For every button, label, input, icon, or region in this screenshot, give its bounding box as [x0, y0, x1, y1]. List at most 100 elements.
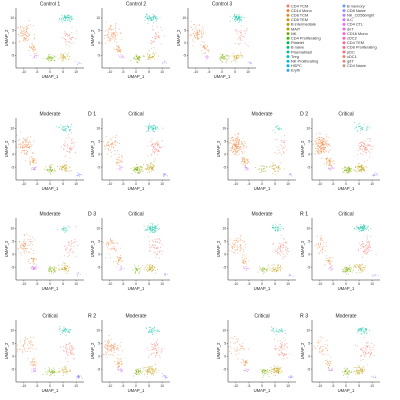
y-tick-label: 0 [98, 152, 100, 156]
umap-point [156, 141, 158, 144]
umap-point [62, 53, 64, 55]
umap-point [35, 264, 37, 266]
umap-point [76, 172, 78, 174]
umap-point [276, 328, 278, 330]
umap-point [68, 351, 70, 354]
umap-point [321, 144, 323, 146]
umap-point [20, 35, 22, 37]
umap-point [119, 267, 121, 269]
umap-point [155, 332, 157, 334]
umap-point [111, 145, 113, 147]
umap-point [274, 165, 276, 167]
umap-point [316, 152, 318, 154]
umap-point [234, 15, 236, 17]
x-tick-label: 10 [370, 282, 374, 286]
umap-point [151, 170, 153, 172]
umap-point [155, 52, 157, 54]
umap-point [71, 31, 73, 34]
umap-point [316, 243, 318, 245]
umap-point [355, 228, 357, 230]
umap-point [323, 148, 325, 150]
umap-point [358, 370, 360, 372]
umap-point [153, 231, 155, 233]
umap-point [271, 267, 274, 269]
umap-point [32, 343, 34, 345]
x-tick-label: 5 [234, 70, 236, 74]
umap-point [45, 166, 47, 168]
umap-point [74, 242, 76, 244]
umap-point [323, 163, 325, 165]
umap-point [64, 331, 66, 333]
y-axis-label: UMAP_2 [4, 342, 9, 359]
umap-point [113, 348, 115, 350]
umap-point [283, 353, 285, 355]
umap-point [143, 164, 145, 166]
umap-point [163, 374, 165, 376]
umap-point [22, 147, 24, 149]
umap-point [26, 233, 28, 235]
umap-point [72, 141, 74, 144]
umap-point [80, 62, 82, 64]
legend-swatch [286, 18, 290, 22]
umap-point [364, 251, 366, 253]
umap-point [61, 268, 63, 270]
legend-item: B intermediate [286, 22, 316, 27]
umap-point [25, 248, 27, 250]
umap-point [20, 145, 22, 147]
umap-point [360, 142, 362, 144]
umap-point [158, 37, 160, 39]
umap-point [49, 56, 51, 58]
umap-point [23, 347, 26, 349]
umap-point [147, 55, 149, 57]
umap-point [326, 136, 328, 138]
umap-point [31, 267, 33, 269]
umap-point [234, 60, 236, 62]
umap-point [316, 137, 318, 139]
umap-point [363, 332, 366, 334]
umap-point [66, 349, 68, 351]
umap-point [148, 331, 150, 333]
umap-point [25, 138, 27, 140]
umap-point [360, 148, 362, 150]
umap-point [113, 343, 115, 345]
umap-point [106, 135, 108, 137]
umap-point [112, 136, 114, 138]
umap-point [221, 61, 223, 63]
legend-label: NK [291, 31, 297, 36]
umap-point [117, 49, 119, 52]
umap-point [112, 346, 114, 348]
umap-point [24, 241, 27, 243]
umap-point [366, 129, 368, 132]
umap-point [47, 369, 49, 371]
y-axis-label: UMAP_2 [300, 342, 305, 359]
umap-point [115, 161, 117, 164]
x-tick-label: 5 [148, 182, 150, 186]
umap-point [360, 169, 362, 171]
legend-label: CD14 Mono [291, 8, 312, 13]
umap-point [360, 230, 362, 232]
umap-point [347, 370, 349, 372]
umap-point [67, 245, 69, 247]
umap-point [147, 266, 149, 268]
umap-point [58, 371, 60, 373]
legend-swatch [342, 13, 346, 17]
umap-point [27, 146, 29, 148]
umap-point [278, 224, 280, 226]
umap-point [324, 141, 327, 143]
umap-point [68, 252, 70, 254]
umap-point [239, 39, 241, 41]
umap-point [118, 156, 121, 158]
umap-point [71, 347, 73, 350]
umap-point [31, 244, 33, 246]
y-axis-label: UMAP_2 [90, 140, 95, 157]
umap-point [239, 52, 241, 54]
umap-point [122, 371, 124, 373]
umap-point [356, 345, 358, 347]
umap-point [232, 55, 234, 57]
umap-point [290, 172, 292, 175]
umap-point [69, 369, 71, 371]
umap-point [244, 255, 246, 257]
umap-points [103, 13, 168, 65]
umap-point [361, 144, 363, 147]
umap-point [155, 345, 157, 347]
